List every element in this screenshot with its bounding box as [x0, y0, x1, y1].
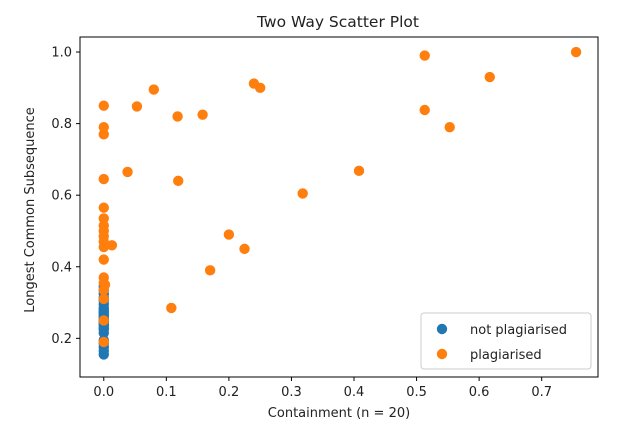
chart-title: Two Way Scatter Plot [256, 13, 419, 31]
data-point-series-1 [122, 166, 133, 178]
points-layer [98, 46, 582, 360]
legend-label-not-plagiarised: not plagiarised [470, 323, 567, 338]
data-point-series-1 [148, 84, 160, 95]
data-point-series-1 [297, 188, 308, 199]
y-tick-label: 0.6 [51, 189, 72, 204]
legend-label-plagiarised: plagiarised [470, 348, 542, 363]
data-point-series-1 [98, 202, 109, 213]
legend: not plagiarised plagiarised [420, 312, 592, 370]
data-point-series-1 [484, 71, 495, 83]
data-point-series-1 [98, 121, 109, 133]
data-point-series-1 [98, 100, 109, 111]
x-axis-ticks: 0.0 0.1 0.2 0.3 0.4 0.5 0.6 0.7 [93, 377, 552, 400]
data-point-series-1 [166, 302, 177, 314]
data-point-series-1 [98, 241, 109, 253]
y-tick-label: 0.8 [51, 117, 72, 132]
data-point-series-1 [204, 265, 216, 276]
data-point-series-1 [570, 46, 582, 58]
x-tick-label: 0.2 [219, 385, 240, 400]
y-tick-label: 0.2 [51, 332, 72, 347]
legend-marker-plagiarised [436, 348, 448, 360]
data-point-series-1 [254, 82, 266, 94]
data-point-series-1 [98, 213, 109, 224]
x-axis-label: Containment (n = 20) [268, 406, 410, 421]
data-point-series-1 [223, 229, 235, 240]
data-point-series-1 [98, 336, 109, 348]
data-point-series-0 [98, 304, 109, 315]
x-tick-label: 0.7 [531, 385, 552, 400]
data-point-series-1 [239, 243, 250, 255]
data-point-series-1 [419, 104, 430, 116]
x-tick-label: 0.0 [93, 385, 114, 400]
legend-box [420, 312, 592, 370]
data-point-series-1 [419, 50, 430, 61]
x-tick-label: 0.6 [469, 385, 490, 400]
y-axis-label: Longest Common Subsequence [23, 107, 38, 313]
data-point-series-1 [173, 175, 184, 187]
y-tick-label: 0.4 [51, 260, 72, 275]
data-point-series-1 [98, 129, 109, 140]
data-point-series-1 [444, 121, 455, 133]
data-point-series-1 [353, 165, 365, 177]
data-point-series-1 [172, 111, 183, 122]
y-axis-ticks: 0.2 0.4 0.6 0.8 1.0 [51, 46, 80, 347]
x-tick-label: 0.5 [406, 385, 427, 400]
data-point-series-1 [106, 240, 118, 251]
plot-frame [79, 36, 599, 378]
data-point-series-1 [98, 173, 109, 185]
x-tick-label: 0.3 [281, 385, 302, 400]
y-tick-label: 1.0 [51, 46, 72, 61]
x-tick-label: 0.1 [156, 385, 177, 400]
data-point-series-1 [131, 101, 143, 112]
data-point-series-1 [197, 109, 208, 120]
x-tick-label: 0.4 [344, 385, 365, 400]
data-point-series-1 [98, 254, 109, 265]
data-point-series-1 [98, 315, 109, 326]
data-point-series-1 [99, 279, 111, 290]
data-point-series-1 [98, 293, 109, 305]
legend-marker-not-plagiarised [436, 323, 448, 335]
